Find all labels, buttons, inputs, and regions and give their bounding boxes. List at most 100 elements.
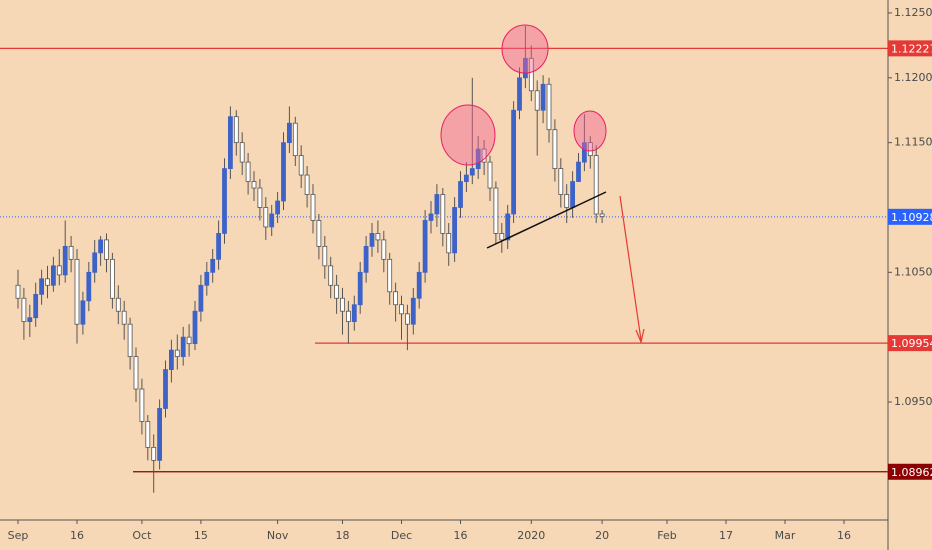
- candle-body: [62, 245, 68, 276]
- candle-body: [475, 148, 481, 169]
- candle-body: [564, 194, 570, 208]
- highlight-circle: [573, 110, 607, 152]
- x-tick-label: 15: [194, 529, 208, 542]
- candle-body: [281, 142, 286, 202]
- candle-body: [222, 168, 227, 234]
- price-badge: [888, 463, 932, 480]
- price-badge-label: 1.12227: [891, 42, 932, 55]
- x-tick-label: 16: [454, 529, 468, 542]
- candle-body: [463, 174, 469, 182]
- candle-body: [587, 142, 593, 157]
- candle-body: [369, 233, 375, 247]
- candle-body: [469, 168, 475, 176]
- candle-body: [511, 109, 517, 215]
- candle-body: [192, 310, 198, 345]
- candle-body: [446, 233, 452, 254]
- candle-body: [523, 57, 528, 79]
- x-tick-label: 2020: [517, 529, 545, 542]
- candle-body: [387, 258, 393, 293]
- candle-body: [505, 213, 511, 241]
- x-tick-label: Feb: [657, 529, 676, 542]
- candle-body: [316, 220, 322, 247]
- x-tick-label: Nov: [267, 529, 289, 542]
- candle-body: [180, 336, 186, 358]
- candle-body: [275, 200, 281, 215]
- candle-body: [86, 271, 92, 302]
- candle-body: [33, 293, 39, 319]
- candle-body: [233, 116, 239, 144]
- y-tick-label: 1.09500: [894, 395, 932, 408]
- candle-body: [263, 207, 269, 228]
- candle-body: [570, 181, 575, 208]
- x-tick-label: Dec: [391, 529, 412, 542]
- candle-body: [51, 265, 56, 286]
- candle-body: [104, 239, 109, 260]
- candle-body: [210, 258, 216, 273]
- y-tick-label: 1.12500: [894, 6, 932, 19]
- candle-body: [304, 174, 310, 195]
- candle-body: [422, 220, 428, 273]
- candle-body: [540, 83, 546, 111]
- candle-body: [481, 148, 487, 163]
- candle-body: [121, 310, 127, 325]
- candle-body: [168, 349, 174, 370]
- candle-body: [340, 297, 345, 312]
- candle-body: [21, 297, 27, 322]
- candle-body: [458, 181, 463, 208]
- y-tick-label: 1.10500: [894, 265, 932, 278]
- candle-body: [174, 349, 180, 358]
- candle-body: [357, 271, 363, 306]
- candle-body: [110, 258, 115, 299]
- candle-body: [74, 258, 80, 325]
- candle-body: [576, 161, 581, 182]
- candle-body: [434, 194, 440, 215]
- x-tick-label: 20: [595, 529, 609, 542]
- candle-body: [334, 284, 340, 299]
- candle-body: [92, 252, 98, 273]
- candle-body: [145, 421, 151, 448]
- x-tick-label: 16: [70, 529, 84, 542]
- y-tick-label: 1.12000: [894, 71, 932, 84]
- candle-body: [251, 181, 257, 189]
- candle-body: [428, 213, 434, 221]
- candle-body: [534, 90, 540, 111]
- candle-body: [298, 155, 304, 176]
- candle-body: [546, 83, 552, 131]
- candle-body: [216, 233, 222, 260]
- candle-body: [351, 304, 357, 322]
- candle-body: [163, 369, 168, 409]
- candle-body: [493, 187, 499, 234]
- candle-body: [56, 265, 62, 276]
- candle-body: [139, 388, 145, 422]
- candle-body: [310, 194, 316, 221]
- x-tick-label: Sep: [8, 529, 29, 542]
- y-tick-label: 1.11500: [894, 136, 932, 149]
- candle-body: [204, 271, 210, 286]
- candle-body: [410, 297, 416, 325]
- price-badge: [888, 208, 932, 225]
- candle-body: [27, 317, 33, 322]
- candle-body: [115, 297, 121, 312]
- candle-body: [499, 233, 505, 241]
- candle-body: [393, 291, 399, 306]
- candle-body: [440, 194, 446, 234]
- x-tick-label: Mar: [775, 529, 796, 542]
- candle-body: [80, 300, 86, 325]
- candle-body: [257, 187, 263, 208]
- x-tick-label: 17: [719, 529, 733, 542]
- candle-body: [269, 213, 275, 228]
- candle-body: [582, 142, 587, 163]
- arrow-head: [635, 328, 645, 344]
- price-badge-label: 1.10928: [891, 211, 932, 224]
- price-badge: [888, 40, 932, 57]
- plot-area: [0, 25, 888, 493]
- x-tick-label: Oct: [132, 529, 152, 542]
- candle-body: [98, 239, 103, 254]
- candle-body: [487, 161, 493, 189]
- candle-body: [452, 207, 458, 254]
- candle-body: [68, 245, 74, 260]
- x-tick-label: 16: [837, 529, 851, 542]
- candle-body: [186, 336, 192, 345]
